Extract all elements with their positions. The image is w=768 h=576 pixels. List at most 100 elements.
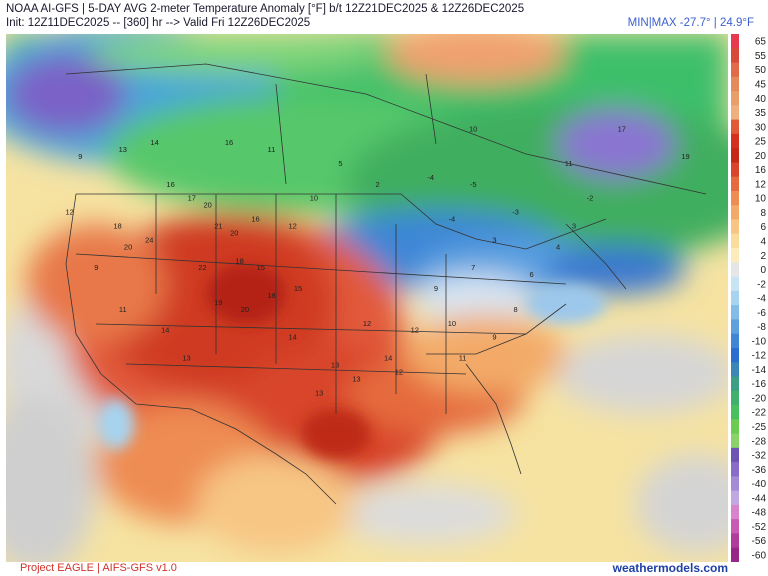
- colorbar-swatch: [731, 48, 739, 64]
- colorbar-swatch: [731, 290, 739, 306]
- anomaly-value: 13: [315, 388, 323, 397]
- colorbar-label: -16: [752, 379, 767, 390]
- colorbar-label: -48: [752, 508, 767, 519]
- colorbar-swatch: [731, 248, 739, 263]
- anomaly-value: 10: [469, 124, 477, 133]
- colorbar-swatch: [731, 319, 739, 335]
- colorbar: 65555045403530252016121086420-2-4-6-8-10…: [731, 34, 767, 562]
- colorbar-label: -28: [752, 436, 767, 447]
- colorbar-label: -52: [752, 522, 767, 533]
- colorbar-label: 2: [760, 251, 766, 262]
- anomaly-value: 19: [214, 298, 222, 307]
- anomaly-value: 21: [214, 222, 222, 231]
- anomaly-value: 20: [204, 201, 212, 210]
- anomaly-labels: 1617202120161820242218151920181514131214…: [66, 124, 690, 397]
- anomaly-value: 9: [434, 284, 438, 293]
- colorbar-swatch: [731, 34, 739, 49]
- colorbar-swatch: [731, 133, 739, 149]
- colorbar-label: 25: [755, 137, 767, 148]
- anomaly-value: 9: [94, 263, 98, 272]
- anomaly-value: -4: [427, 173, 434, 182]
- colorbar-label: 45: [755, 80, 767, 91]
- colorbar-swatch: [731, 305, 739, 320]
- colorbar-label: -60: [752, 550, 767, 561]
- colorbar-label: -2: [757, 279, 766, 290]
- anomaly-value: 15: [257, 263, 265, 272]
- colorbar-label: 10: [755, 194, 767, 205]
- colorbar-swatch: [731, 91, 739, 106]
- anomaly-value: 3: [572, 222, 576, 231]
- anomaly-value: 13: [352, 374, 360, 383]
- colorbar-swatch: [731, 333, 739, 349]
- colorbar-swatch: [731, 76, 739, 92]
- colorbar-swatch: [731, 62, 739, 78]
- anomaly-value: 17: [618, 124, 626, 133]
- anomaly-value: 20: [241, 305, 249, 314]
- anomaly-value: 10: [310, 194, 318, 203]
- anomaly-value: 16: [225, 138, 233, 147]
- colorbar-label: -10: [752, 336, 767, 347]
- colorbar-label: 35: [755, 108, 767, 119]
- colorbar-swatch: [731, 462, 739, 477]
- colorbar-label: 55: [755, 51, 767, 62]
- colorbar-label: -56: [752, 536, 767, 547]
- colorbar-label: 0: [760, 265, 766, 276]
- anomaly-value: 16: [166, 180, 174, 189]
- anomaly-value: 12: [395, 367, 403, 376]
- colorbar-swatch: [731, 447, 739, 463]
- colorbar-label: -8: [757, 322, 766, 333]
- colorbar-label: -40: [752, 479, 767, 490]
- state-borders: [65, 63, 707, 505]
- colorbar-swatch: [731, 176, 739, 192]
- colorbar-label: -36: [752, 465, 767, 476]
- min-max-readout: MIN|MAX -27.7° | 24.9°F: [627, 17, 754, 29]
- colorbar-label: -20: [752, 393, 767, 404]
- anomaly-value: 14: [150, 138, 158, 147]
- anomaly-value: -2: [587, 194, 594, 203]
- colorbar-swatch: [731, 533, 739, 549]
- anomaly-value: 11: [565, 159, 573, 168]
- colorbar-label: 20: [755, 151, 767, 162]
- anomaly-value: 15: [294, 284, 302, 293]
- colorbar-swatch: [731, 490, 739, 506]
- colorbar-label: 16: [755, 165, 767, 176]
- anomaly-value: 11: [268, 145, 276, 154]
- anomaly-field: [6, 34, 728, 562]
- anomaly-value: 16: [251, 215, 259, 224]
- colorbar-swatch: [731, 519, 739, 534]
- map-header: NOAA AI-GFS | 5-DAY AVG 2-meter Temperat…: [0, 0, 768, 34]
- colorbar-label: 6: [760, 222, 766, 233]
- source-credit: weathermodels.com: [612, 561, 728, 575]
- colorbar-swatch: [731, 233, 739, 249]
- colorbar-swatch: [731, 347, 739, 363]
- anomaly-value: 8: [514, 305, 518, 314]
- colorbar-label: 12: [755, 179, 767, 190]
- colorbar-swatch: [731, 419, 739, 435]
- colorbar-swatch: [731, 105, 739, 121]
- colorbar-label: -12: [752, 351, 767, 362]
- colorbar-swatch: [731, 162, 739, 178]
- colorbar-swatch: [731, 433, 739, 449]
- anomaly-value: 6: [530, 270, 534, 279]
- colorbar-swatch: [731, 405, 739, 420]
- anomaly-value: 3: [492, 235, 496, 244]
- colorbar-label: 30: [755, 122, 767, 133]
- project-credit: Project EAGLE | AIFS-GFS v1.0: [20, 562, 177, 574]
- anomaly-value: -4: [449, 215, 456, 224]
- anomaly-value: 2: [376, 180, 380, 189]
- anomaly-value: 14: [289, 333, 297, 342]
- colorbar-swatch: [731, 547, 739, 562]
- anomaly-value: 4: [556, 242, 560, 251]
- anomaly-value: 12: [289, 222, 297, 231]
- anomaly-value: 13: [331, 361, 339, 370]
- colorbar-label: -22: [752, 408, 767, 419]
- temperature-anomaly-map: 1617202120161820242218151920181514131214…: [6, 34, 728, 562]
- anomaly-value: 5: [338, 159, 342, 168]
- anomaly-value: 18: [113, 222, 121, 231]
- colorbar-swatch: [731, 148, 739, 163]
- anomaly-value: 10: [448, 319, 456, 328]
- colorbar-swatch: [731, 476, 739, 492]
- anomaly-value: 9: [492, 333, 496, 342]
- anomaly-value: 22: [198, 263, 206, 272]
- colorbar-swatch: [731, 205, 739, 221]
